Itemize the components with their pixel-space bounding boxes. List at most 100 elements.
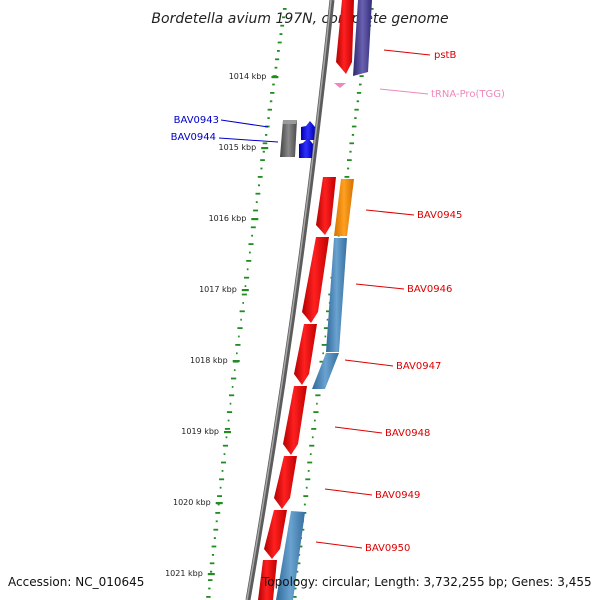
gc-outer-dot: [307, 470, 310, 472]
bav0943-arrow[interactable]: [301, 121, 315, 140]
gc-inner-dot: [231, 377, 237, 380]
gene-label-connector: [383, 49, 431, 56]
gc-skew-track-inner: [206, 8, 287, 598]
gc-outer-dot: [354, 117, 357, 119]
gc-outer-dot: [305, 486, 308, 489]
gene-label-bav0947[interactable]: BAV0947: [396, 361, 441, 372]
gc-outer-dot: [316, 402, 318, 405]
gc-inner-dot: [262, 142, 268, 145]
cds-next-arrow[interactable]: [258, 560, 277, 600]
gc-outer-dot: [309, 444, 315, 447]
cds-pstb-arrow[interactable]: [336, 0, 354, 74]
gc-inner-dot: [260, 159, 265, 161]
cds-bav0946-arrow[interactable]: [302, 237, 329, 323]
gc-inner-dot: [274, 66, 278, 69]
gc-inner-dot: [238, 335, 240, 338]
gc-outer-dot: [359, 83, 362, 86]
cds-bav0945-arrow[interactable]: [316, 177, 336, 235]
gc-inner-dot: [246, 260, 252, 262]
gc-inner-dot: [208, 587, 211, 590]
gc-inner-dot: [223, 453, 226, 455]
genome-backbone-highlight: [246, 0, 332, 600]
cds-bav0948-arrow[interactable]: [283, 386, 307, 455]
gc-outer-dot: [349, 150, 352, 153]
kbp-tick-label: 1021 kbp: [165, 569, 203, 578]
gc-outer-dot: [356, 92, 362, 94]
kbp-tick: [241, 289, 249, 292]
gc-inner-dot: [213, 528, 219, 531]
gc-inner-dot: [272, 83, 275, 86]
gray-feature[interactable]: [280, 120, 297, 157]
gene-label-bav0946[interactable]: BAV0946: [407, 284, 452, 295]
gc-outer-dot: [354, 108, 359, 111]
kbp-tick: [251, 218, 259, 221]
gc-outer-dot: [311, 428, 317, 430]
gc-inner-dot: [221, 461, 226, 464]
gene-label-trna-pro-tgg[interactable]: tRNA-Pro(TGG): [431, 89, 505, 100]
gc-outer-dot: [313, 411, 319, 413]
gc-inner-dot: [269, 100, 273, 103]
gc-outer-dot: [356, 100, 360, 103]
gene-labels: pstB tRNA-Pro(TGG) BAV0943 BAV0944 BAV0945 BA…: [171, 49, 505, 554]
gene-label-connector: [355, 283, 405, 290]
gene-label-connector: [315, 541, 363, 549]
gc-outer-dot: [347, 167, 350, 170]
cds-bav0947-arrow[interactable]: [294, 324, 317, 385]
gene-label-bav0944[interactable]: BAV0944: [171, 132, 216, 143]
gc-outer-dot: [326, 310, 332, 313]
cds-bav0949-arrow[interactable]: [274, 456, 297, 509]
kbp-tick-label: 1017 kbp: [199, 285, 237, 294]
gc-outer-dot: [344, 176, 350, 178]
orange-feature[interactable]: [334, 179, 354, 236]
gene-label-connector: [324, 488, 373, 496]
kbp-tick-label: 1018 kbp: [190, 356, 228, 365]
gene-label-bav0948[interactable]: BAV0948: [385, 428, 430, 439]
purple-feature[interactable]: [353, 0, 372, 76]
gc-inner-dot: [235, 344, 241, 346]
gc-outer-dot: [305, 478, 311, 481]
gene-label-pstb[interactable]: pstB: [434, 50, 456, 61]
gc-inner-dot: [249, 251, 251, 254]
gc-inner-dot: [282, 16, 285, 19]
cds-bav0950-arrow[interactable]: [264, 510, 287, 559]
gc-outer-dot: [294, 579, 299, 581]
gc-outer-dot: [351, 134, 355, 136]
gene-label-bav0949[interactable]: BAV0949: [375, 490, 420, 501]
feature-outer-track: [276, 0, 372, 600]
gc-outer-dot: [319, 360, 325, 363]
gc-outer-dot: [347, 159, 352, 161]
kbp-tick: [207, 573, 215, 576]
gc-outer-dot: [294, 587, 297, 590]
gc-inner-dot: [265, 134, 268, 136]
gc-outer-dot: [295, 562, 301, 565]
gc-inner-dot: [227, 419, 230, 422]
gc-outer-dot: [359, 75, 364, 77]
gc-inner-dot: [280, 24, 285, 27]
bav0944-arrow[interactable]: [299, 138, 313, 158]
gc-outer-dot: [349, 142, 354, 145]
gc-inner-dot: [221, 470, 224, 472]
steel-feature-bav0947[interactable]: [312, 353, 339, 389]
gene-label-bav0950[interactable]: BAV0950: [365, 543, 410, 554]
gene-label-bav0945[interactable]: BAV0945: [417, 210, 462, 221]
kbp-tick-label: 1016 kbp: [209, 214, 247, 223]
gc-inner-dot: [257, 176, 263, 178]
gene-label-bav0943[interactable]: BAV0943: [174, 115, 219, 126]
gene-label-connector: [344, 359, 394, 367]
gc-outer-dot: [296, 570, 299, 573]
gc-inner-dot: [231, 386, 234, 388]
gc-inner-dot: [233, 369, 236, 371]
steel-feature-bav0950[interactable]: [276, 511, 305, 600]
gc-inner-dot: [217, 503, 220, 506]
gc-inner-dot: [270, 92, 275, 94]
gray-feature-top: [283, 120, 297, 124]
steel-feature-bav0946[interactable]: [326, 238, 347, 352]
trna-pro-marker[interactable]: [334, 83, 346, 88]
gc-inner-dot: [208, 579, 213, 581]
gc-outer-dot: [309, 453, 312, 455]
gc-inner-dot: [209, 562, 215, 565]
gc-outer-dot: [324, 335, 327, 338]
gc-inner-dot: [226, 411, 233, 413]
gene-label-connector: [365, 209, 415, 216]
